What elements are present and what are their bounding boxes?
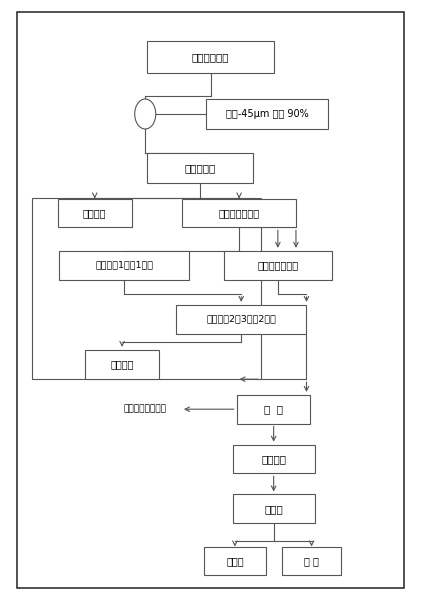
Bar: [206, 99, 328, 129]
Bar: [204, 547, 266, 575]
Text: 还原焙烧: 还原焙烧: [261, 454, 286, 464]
Text: 含磷泡沫: 含磷泡沫: [110, 359, 134, 369]
Text: 滤液返回循环使用: 滤液返回循环使用: [124, 404, 167, 414]
Text: 反浮选扫选脱磷: 反浮选扫选脱磷: [257, 260, 298, 270]
Text: 高磷硫菱铁矿: 高磷硫菱铁矿: [192, 52, 229, 62]
Bar: [58, 199, 131, 227]
Bar: [176, 305, 306, 334]
Text: 反浮选脱硫: 反浮选脱硫: [184, 163, 216, 173]
Text: 铁精矿: 铁精矿: [226, 556, 244, 566]
Text: 反浮选粗选脱磷: 反浮选粗选脱磷: [218, 208, 260, 218]
Text: 磁聚选: 磁聚选: [264, 504, 283, 514]
Bar: [232, 494, 315, 523]
Circle shape: [135, 99, 156, 129]
Text: 含磷泡沫2、3精选2脱磷: 含磷泡沫2、3精选2脱磷: [206, 314, 276, 323]
Bar: [182, 199, 296, 227]
Bar: [85, 350, 159, 379]
Bar: [232, 445, 315, 473]
Bar: [282, 547, 341, 575]
Bar: [59, 251, 189, 280]
Bar: [224, 251, 332, 280]
Text: 尾 矿: 尾 矿: [304, 556, 319, 566]
Bar: [147, 153, 253, 183]
Text: 含硫泡沫: 含硫泡沫: [83, 208, 107, 218]
Text: 含磷泡沫1精选1脱磷: 含磷泡沫1精选1脱磷: [95, 260, 153, 269]
Bar: [147, 41, 274, 73]
Text: 磨矿-45μm 大于 90%: 磨矿-45μm 大于 90%: [226, 109, 309, 119]
Bar: [237, 395, 311, 424]
Bar: [32, 198, 261, 379]
Text: 过  滤: 过 滤: [264, 404, 283, 414]
